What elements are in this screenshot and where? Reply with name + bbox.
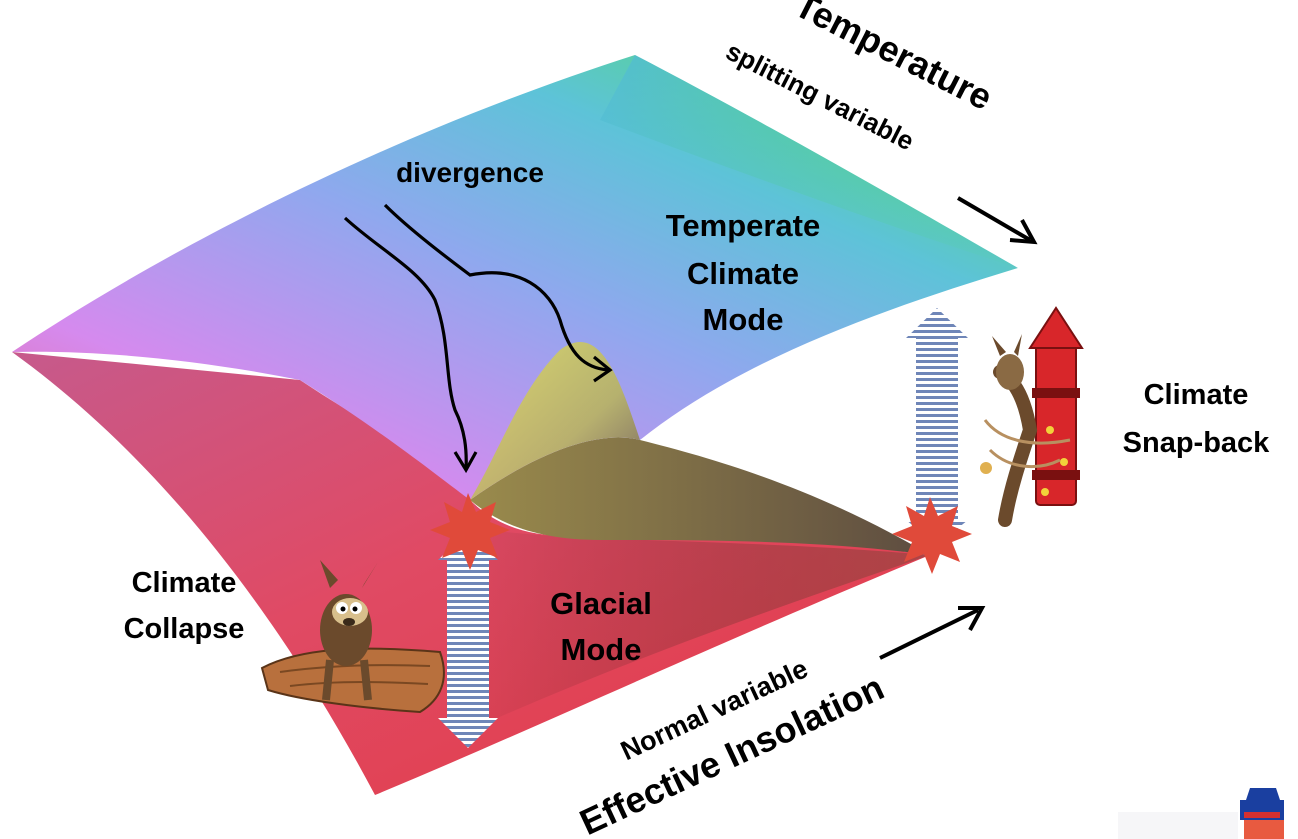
coyote-on-rocket-icon xyxy=(980,306,1084,527)
arrowhead-glacial xyxy=(453,451,478,474)
svg-text:Snap-back: Snap-back xyxy=(1123,427,1271,459)
snapback-burst-icon xyxy=(892,497,972,574)
glacial-mode-label: Glacial Mode xyxy=(550,586,652,667)
coyote-on-log-icon xyxy=(260,560,445,714)
axis-arrows xyxy=(879,196,1038,660)
divergence-label: divergence xyxy=(396,157,544,188)
svg-text:Climate: Climate xyxy=(687,256,799,291)
temperate-mode-label: Temperate Climate Mode xyxy=(666,208,821,337)
fold-underside xyxy=(470,437,930,555)
climate-collapse-label: Climate Collapse xyxy=(124,567,245,645)
svg-text:Mode: Mode xyxy=(703,302,784,337)
collapse-transition-arrow xyxy=(438,532,498,748)
svg-text:Climate: Climate xyxy=(1144,379,1249,411)
snapback-transition-arrow xyxy=(906,308,968,545)
svg-text:Temperate: Temperate xyxy=(666,208,821,243)
arrowhead-temperate xyxy=(592,355,613,383)
climate-snapback-label: Climate Snap-back xyxy=(1123,379,1271,459)
temperature-axis-arrow xyxy=(956,196,1032,242)
insolation-axis-arrow xyxy=(879,608,979,660)
fold-highlight xyxy=(470,342,640,500)
collapse-burst-icon xyxy=(430,493,510,570)
svg-text:Climate: Climate xyxy=(132,567,237,599)
blue-hat-logo-icon xyxy=(1118,788,1284,839)
trajectory-to-glacial xyxy=(343,216,468,471)
divergence-trajectories xyxy=(343,203,613,474)
svg-text:Glacial: Glacial xyxy=(550,586,652,621)
svg-text:Collapse: Collapse xyxy=(124,613,245,645)
svg-text:Mode: Mode xyxy=(561,632,642,667)
trajectory-to-temperate xyxy=(383,203,609,372)
